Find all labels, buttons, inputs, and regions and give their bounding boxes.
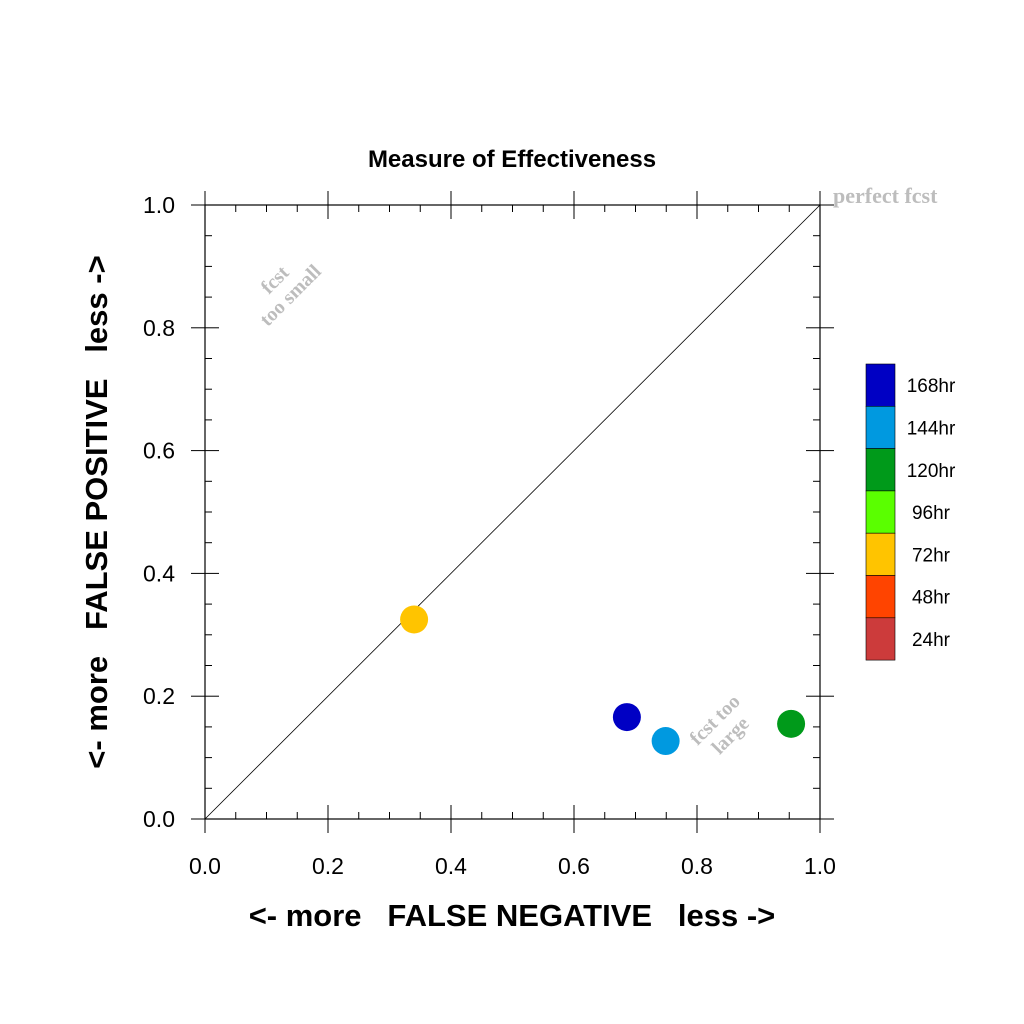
legend-swatch-144hr	[865, 405, 896, 449]
chart-title: Measure of Effectiveness	[368, 146, 656, 173]
legend-label-168hr: 168hr	[907, 376, 956, 397]
legend-label-120hr: 120hr	[907, 461, 956, 482]
legend: 168hr 144hr 120hr 96hr 72hr 48hr 24hr	[865, 363, 956, 661]
diagonal-reference-line	[204, 204, 821, 820]
y-axis-label: <- more FALSE POSITIVE less ->	[79, 255, 114, 768]
y-tick-label: 0.4	[143, 560, 175, 586]
y-axis-ticks	[191, 204, 834, 820]
annotation-fcst-too-small: fcst too small	[256, 260, 326, 330]
legend-swatch-48hr	[865, 575, 896, 619]
legend-label-48hr: 48hr	[912, 588, 951, 609]
x-axis-tick-labels: 0.0 0.2 0.4 0.6 0.8 1.0	[189, 853, 836, 879]
y-tick-label: 0.2	[143, 683, 175, 709]
legend-label-96hr: 96hr	[912, 503, 951, 524]
annotation-fcst-too-large: fcst too large	[686, 691, 754, 759]
x-tick-label: 0.6	[558, 853, 590, 879]
x-tick-label: 0.4	[435, 853, 467, 879]
data-point-168hr	[612, 703, 641, 732]
legend-swatch-120hr	[865, 448, 896, 492]
x-tick-label: 0.8	[681, 853, 713, 879]
x-axis-ticks	[204, 191, 821, 833]
data-point-72hr	[400, 605, 429, 634]
y-axis-tick-labels: 0.0 0.2 0.4 0.6 0.8 1.0	[143, 192, 175, 832]
legend-swatch-72hr	[865, 532, 896, 576]
y-tick-label: 0.6	[143, 438, 175, 464]
x-tick-label: 0.2	[312, 853, 344, 879]
legend-swatch-168hr	[865, 363, 896, 407]
y-tick-label: 0.0	[143, 806, 175, 832]
data-point-120hr	[777, 709, 806, 738]
legend-label-24hr: 24hr	[912, 630, 951, 651]
x-tick-label: 0.0	[189, 853, 221, 879]
legend-label-72hr: 72hr	[912, 545, 951, 566]
y-tick-label: 1.0	[143, 192, 175, 218]
y-tick-label: 0.8	[143, 315, 175, 341]
data-points	[400, 605, 806, 756]
svg-text:too small: too small	[256, 260, 326, 330]
data-point-144hr	[651, 727, 680, 756]
legend-swatch-24hr	[865, 617, 896, 661]
legend-swatch-96hr	[865, 490, 896, 534]
annotation-perfect-fcst: perfect fcst	[833, 183, 938, 208]
x-tick-label: 1.0	[804, 853, 836, 879]
x-axis-label: <- more FALSE NEGATIVE less ->	[249, 898, 776, 933]
legend-label-144hr: 144hr	[907, 418, 956, 439]
